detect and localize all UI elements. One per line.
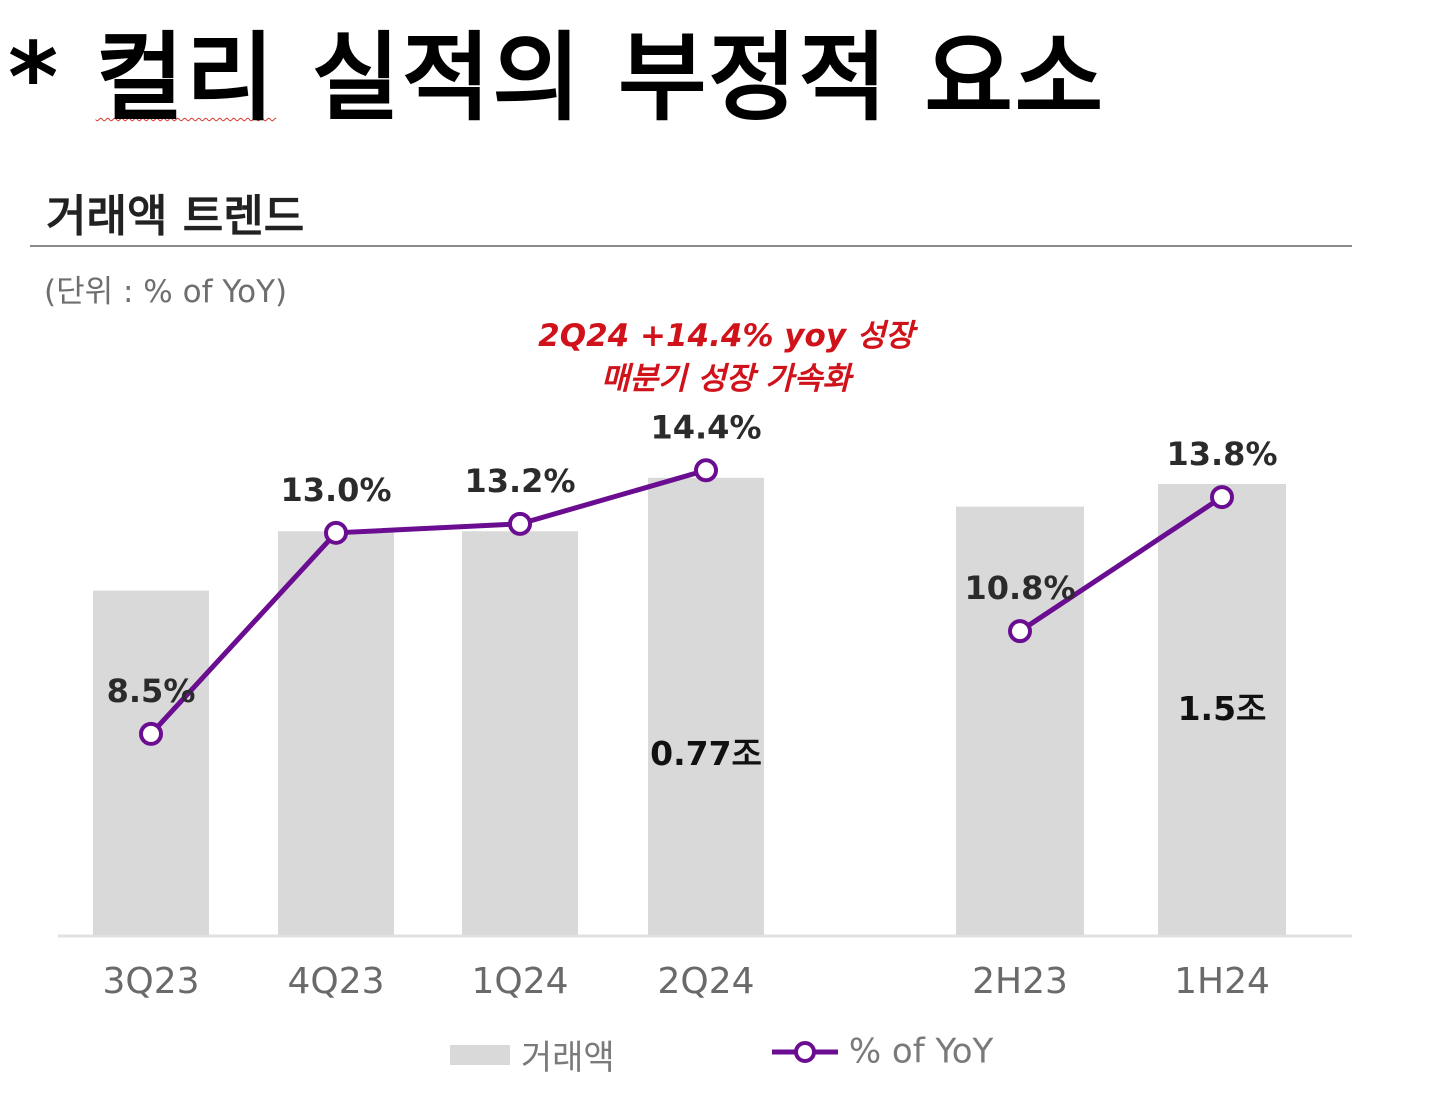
line-point-2h23 (1008, 619, 1032, 644)
legend-label-bar: 거래액 (520, 1038, 615, 1078)
legend-swatch-line (772, 1040, 838, 1063)
title-divider (30, 245, 1352, 247)
x-tick-1h24: 1H24 (1174, 961, 1270, 1002)
bar-4q23 (278, 531, 394, 935)
x-tick-2q24: 2Q24 (657, 961, 754, 1002)
x-tick-2h23: 2H23 (972, 961, 1068, 1002)
bar-1h24 (1158, 484, 1286, 935)
bar-label-2q24: 0.77조 (650, 734, 762, 773)
line-label-3q23: 8.5% (107, 672, 196, 710)
bar-label-1h24: 1.5조 (1178, 689, 1267, 728)
line-point-3q23 (139, 721, 163, 746)
line-segment-2 (1018, 494, 1224, 634)
chart-title: 거래액 트렌드 (46, 191, 305, 242)
annotation-line-1: 2Q24 +14.4% yoy 성장 (538, 318, 914, 354)
line-label-2q24: 14.4% (650, 408, 761, 446)
legend-item-line: % of YoY (772, 1030, 993, 1080)
line-point-2q24 (694, 458, 718, 483)
line-segment-1 (149, 467, 707, 736)
legend-item-bar: 거래액 (450, 1030, 615, 1080)
annotation-line-2: 매분기 성장 가속화 (601, 361, 851, 397)
line-label-1q24: 13.2% (464, 462, 575, 500)
line-label-4q23: 13.0% (280, 471, 391, 509)
unit-label: (단위 : % of YoY) (44, 274, 288, 310)
title-company-name: 컬리 (95, 22, 277, 134)
title-prefix: * (8, 22, 96, 134)
x-tick-3q23: 3Q23 (102, 961, 199, 1002)
bar-2q24 (648, 477, 764, 935)
x-tick-1q24: 1Q24 (471, 961, 568, 1002)
line-point-1h24 (1210, 485, 1234, 510)
line-point-4q23 (324, 520, 348, 545)
legend-label-line: % of YoY (848, 1031, 994, 1072)
line-point-1q24 (508, 511, 532, 536)
line-label-1h24: 13.8% (1166, 435, 1277, 473)
page-title: * 컬리 실적의 부정적 요소 (8, 0, 1105, 139)
line-label-2h23: 10.8% (964, 569, 1075, 607)
bar-2h23 (956, 506, 1084, 935)
bar-1q24 (462, 531, 578, 935)
title-rest: 실적의 부정적 요소 (276, 22, 1106, 134)
bar-3q23 (93, 590, 209, 935)
x-tick-4q23: 4Q23 (287, 961, 384, 1002)
legend-swatch-bar (450, 1044, 510, 1065)
